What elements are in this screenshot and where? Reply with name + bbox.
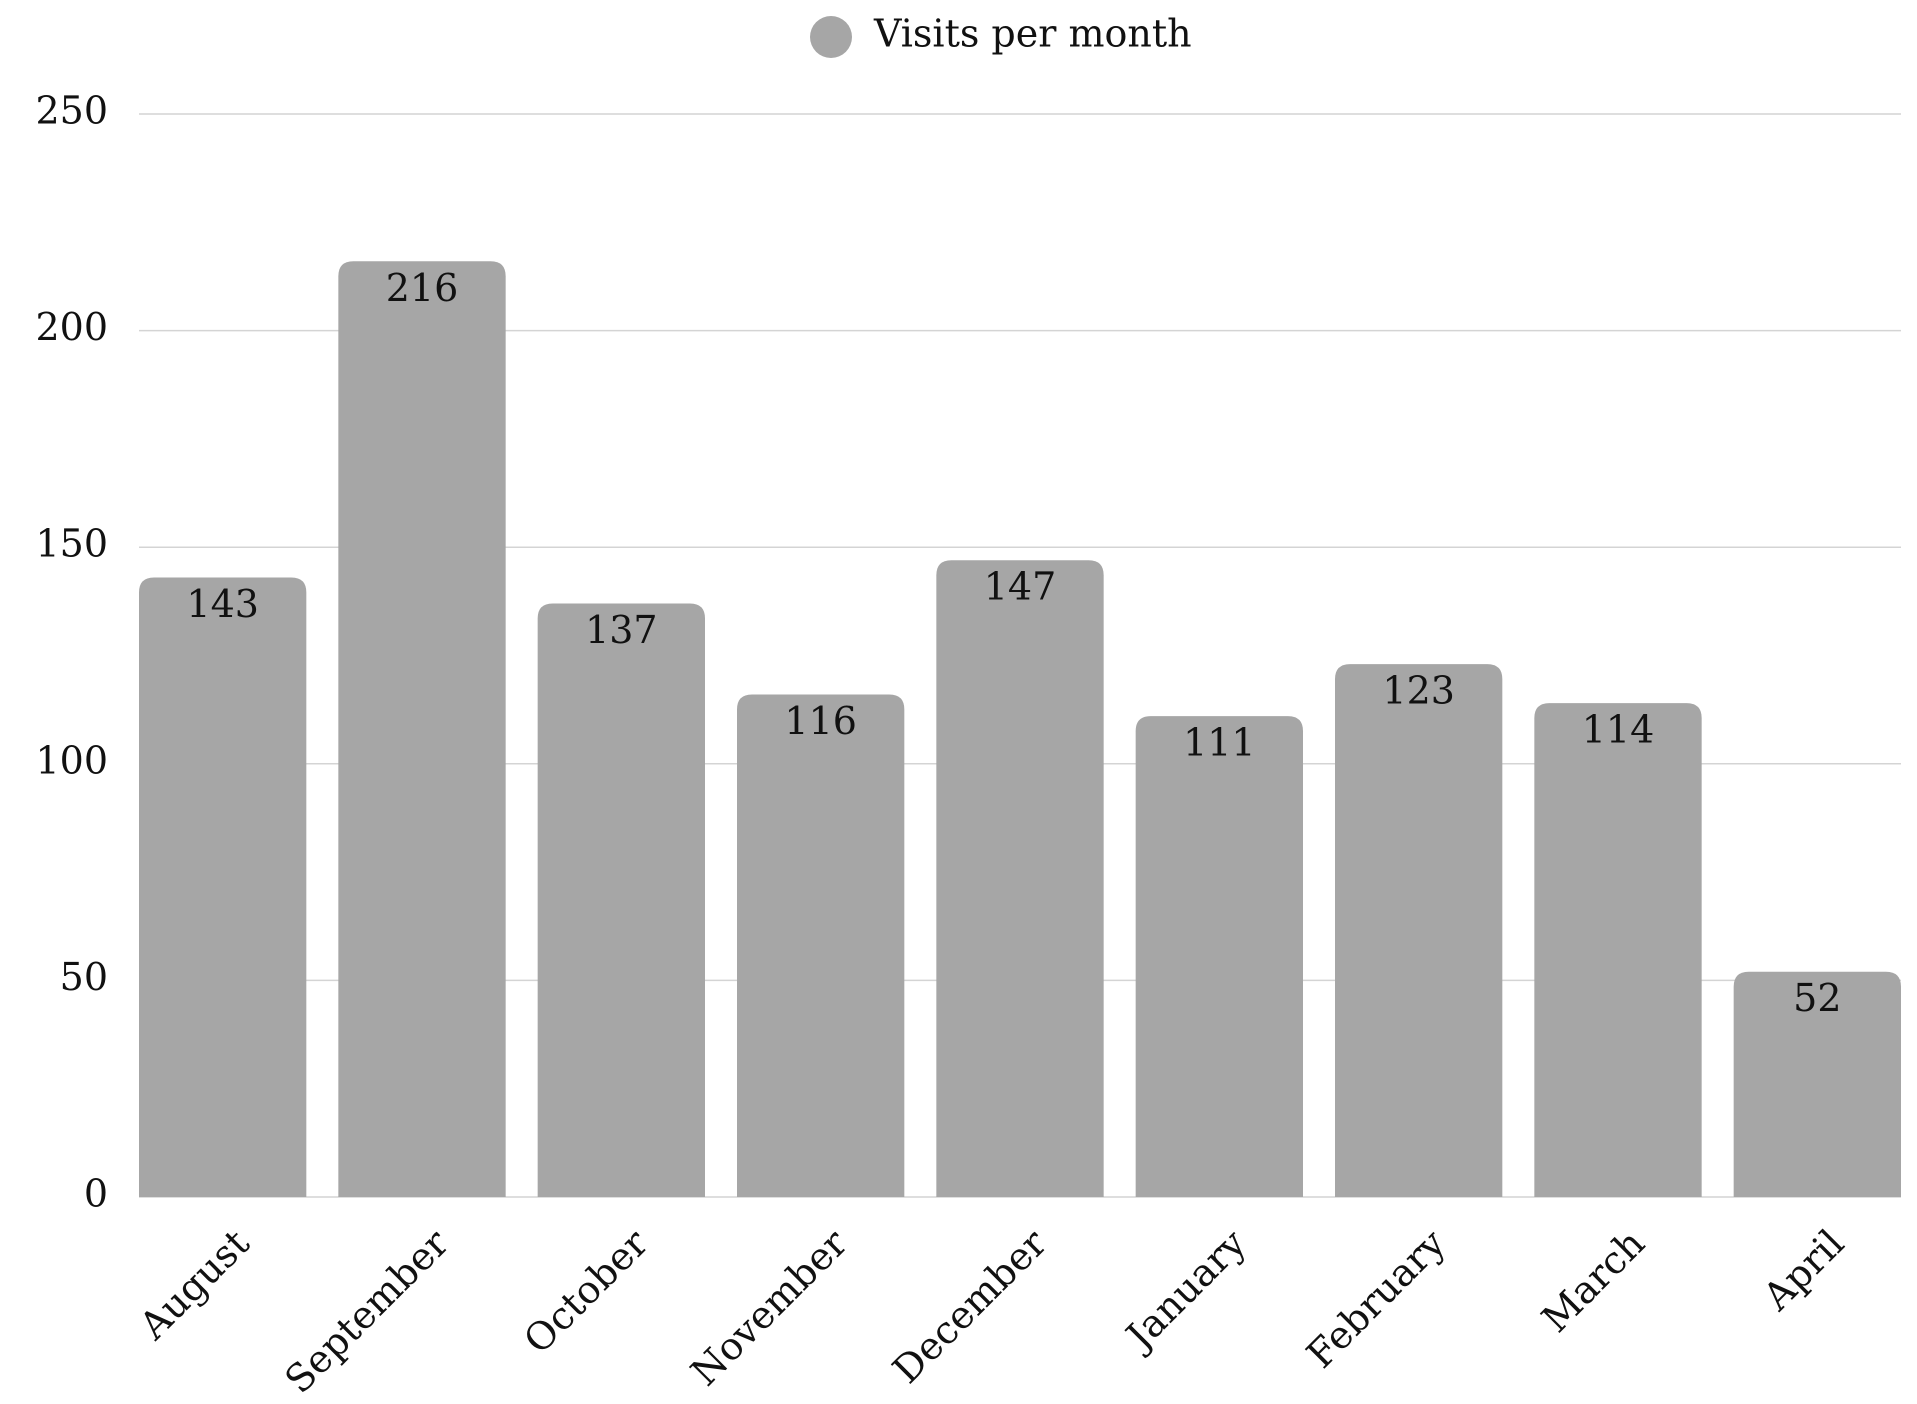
x-tick-label: September [276,1220,457,1401]
value-label: 114 [1582,708,1655,752]
x-tick-label: December [884,1220,1056,1392]
bar [1534,703,1702,1197]
bar [1135,716,1303,1197]
bar [1733,971,1901,1197]
x-tick-label: March [1533,1221,1653,1341]
y-tick-label: 150 [35,522,108,566]
y-tick-label: 250 [35,89,108,133]
value-label: 116 [784,699,857,743]
bar [737,694,905,1197]
x-tick-label: April [1754,1221,1852,1319]
y-tick-label: 50 [60,955,108,999]
x-tick-label: August [130,1221,258,1349]
value-label: 137 [585,608,658,652]
x-tick-label: November [682,1220,856,1394]
y-tick-label: 100 [35,738,108,782]
value-label: 143 [186,582,259,626]
bar [537,603,705,1197]
bar [1335,664,1503,1197]
legend-swatch [810,16,852,58]
value-label: 111 [1183,721,1256,765]
x-tick-label: October [515,1220,657,1362]
legend-label: Visits per month [873,12,1192,56]
value-label: 147 [984,565,1057,609]
y-tick-label: 0 [84,1172,108,1216]
value-label: 123 [1382,669,1455,713]
y-tick-label: 200 [35,305,108,349]
x-tick-label: January [1115,1221,1255,1361]
x-tick-label: February [1298,1221,1454,1377]
bar [936,560,1104,1197]
bar [139,577,307,1197]
value-label: 52 [1793,976,1841,1020]
bar [338,261,506,1198]
value-label: 216 [386,266,459,310]
